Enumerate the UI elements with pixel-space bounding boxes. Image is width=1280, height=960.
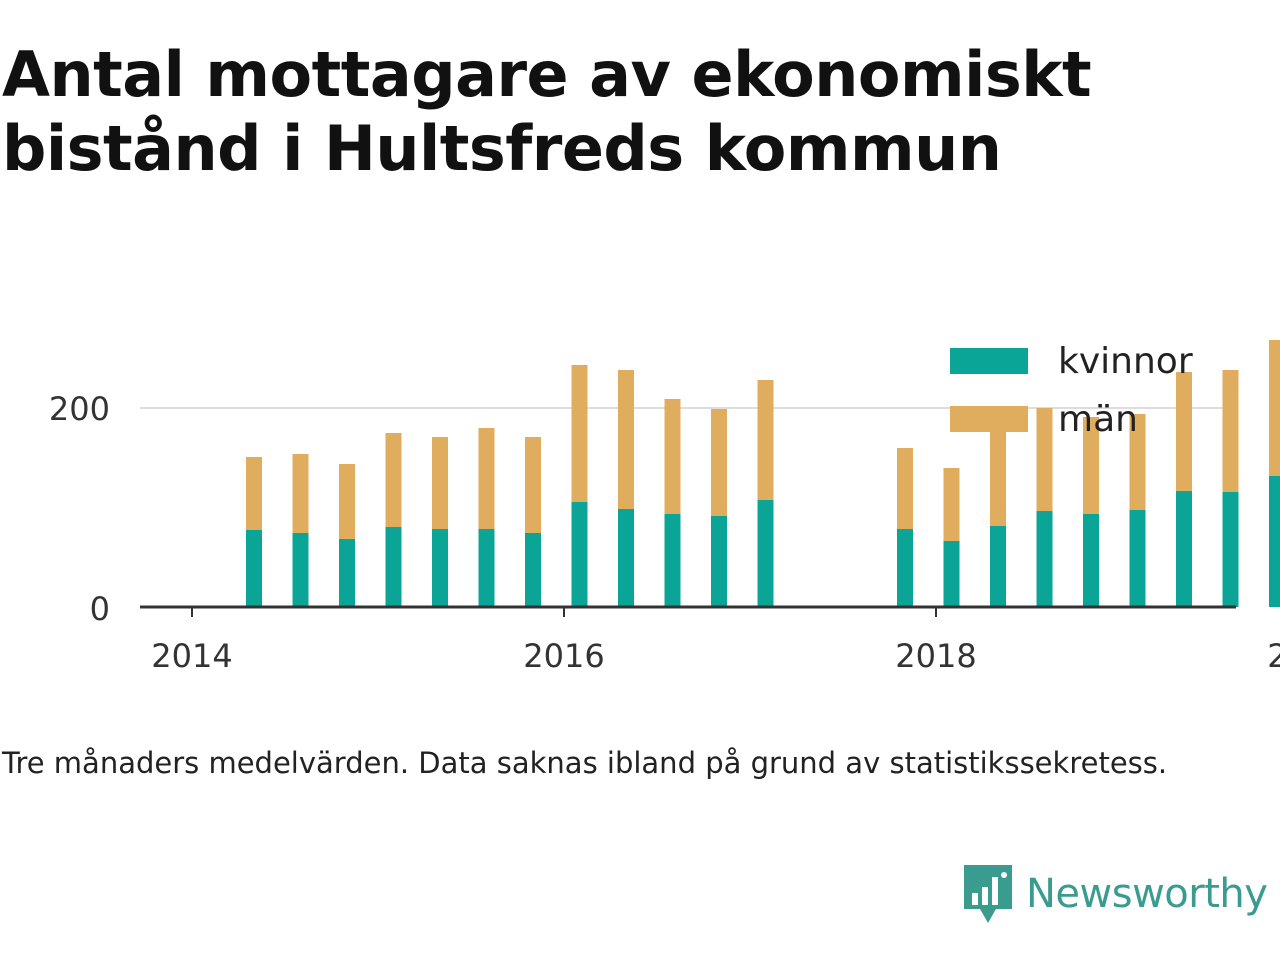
- chart-caption: Tre månaders medelvärden. Data saknas ib…: [2, 746, 1168, 780]
- bar-man-2015-08: [478, 428, 495, 529]
- bar-man-2014-05: [246, 457, 262, 530]
- title-line-2: bistånd i Hultsfreds kommun: [2, 112, 1002, 185]
- bar-man-2015-05: [432, 437, 448, 529]
- x-axis-ticks: 201420162018202020222024: [151, 607, 1280, 675]
- bar-man-2015-02: [385, 433, 402, 527]
- bar-man-2018-08: [1036, 408, 1053, 511]
- bar-kvinnor-2016-02: [571, 502, 588, 607]
- stacked-bar-chart: 201420162018202020222024 200 0 kvinnor m…: [49, 340, 1280, 675]
- newsworthy-logo-icon: [964, 865, 1012, 923]
- y-tick-label-200: 200: [49, 390, 110, 428]
- bar-man-2016-02: [571, 365, 588, 502]
- bar-man-2016-08: [664, 399, 681, 514]
- legend-swatch-kvinnor: [950, 348, 1028, 374]
- newsworthy-brand: Newsworthy: [962, 862, 1268, 926]
- legend-label-kvinnor: kvinnor: [1058, 341, 1193, 382]
- bar-man-2014-08: [292, 454, 309, 533]
- bar-kvinnor-2017-11: [897, 529, 913, 607]
- legend-swatch-man: [950, 406, 1028, 432]
- bar-man-2016-05: [618, 370, 634, 509]
- x-tick-label-2020: 2020: [1267, 637, 1280, 675]
- legend: kvinnor män: [950, 341, 1193, 440]
- bar-man-2018-02: [943, 468, 960, 541]
- bar-man-2016-11: [711, 409, 727, 516]
- bar-kvinnor-2016-08: [664, 514, 681, 607]
- y-tick-label-0: 0: [90, 590, 110, 628]
- bar-kvinnor-2016-05: [618, 509, 634, 607]
- bar-kvinnor-2015-08: [478, 529, 495, 607]
- bar-man-2018-05: [990, 429, 1006, 526]
- bar-kvinnor-2019-08: [1222, 492, 1239, 607]
- bar-man-2019-08: [1222, 370, 1239, 492]
- bar-man-2017-02: [757, 380, 774, 500]
- bar-man-2019-05: [1176, 372, 1192, 491]
- bar-kvinnor-2015-02: [385, 527, 402, 607]
- bar-kvinnor-2015-11: [525, 533, 541, 607]
- bar-kvinnor-2014-05: [246, 530, 262, 607]
- bar-kvinnor-2014-08: [292, 533, 309, 607]
- bar-kvinnor-2019-05: [1176, 491, 1192, 607]
- bar-kvinnor-2015-05: [432, 529, 448, 607]
- bar-kvinnor-2016-11: [711, 516, 727, 607]
- bar-kvinnor-2018-11: [1083, 514, 1099, 607]
- bar-man-2019-02: [1129, 414, 1146, 510]
- bar-kvinnor-2019-11: [1269, 476, 1280, 607]
- bar-kvinnor-2019-02: [1129, 510, 1146, 607]
- bar-man-2018-11: [1083, 417, 1099, 514]
- bar-man-2017-11: [897, 448, 913, 529]
- bar-kvinnor-2018-02: [943, 541, 960, 607]
- chart-title: Antal mottagare av ekonomiskt bistånd i …: [2, 38, 1262, 186]
- brand-name: Newsworthy: [1026, 871, 1268, 917]
- bar-man-2014-11: [339, 464, 355, 539]
- bar-man-2015-11: [525, 437, 541, 533]
- x-tick-label-2018: 2018: [895, 637, 976, 675]
- bar-man-2019-11: [1269, 340, 1280, 476]
- bar-kvinnor-2017-02: [757, 500, 774, 607]
- title-line-1: Antal mottagare av ekonomiskt: [2, 38, 1092, 111]
- bar-kvinnor-2018-08: [1036, 511, 1053, 607]
- x-tick-label-2014: 2014: [151, 637, 232, 675]
- bars-group: [246, 340, 1280, 607]
- bar-kvinnor-2014-11: [339, 539, 355, 607]
- legend-label-man: män: [1058, 399, 1138, 440]
- x-tick-label-2016: 2016: [523, 637, 604, 675]
- bar-kvinnor-2018-05: [990, 526, 1006, 607]
